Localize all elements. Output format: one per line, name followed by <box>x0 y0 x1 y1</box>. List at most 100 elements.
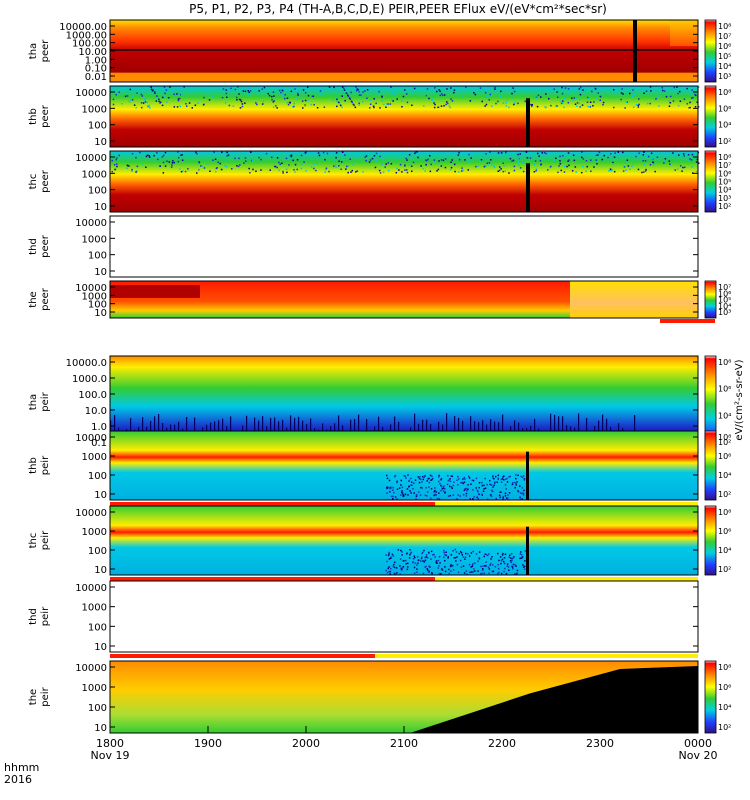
noise-pixel <box>595 159 597 161</box>
noise-pixel <box>442 490 445 492</box>
noise-pixel <box>497 477 500 480</box>
noise-pixel <box>425 159 427 161</box>
noise-pixel <box>381 100 383 102</box>
noise-pixel <box>337 100 339 103</box>
y-tick-label: 100 <box>88 251 107 262</box>
noise-pixel <box>248 154 250 156</box>
noise-pixel <box>515 474 517 476</box>
noise-pixel <box>352 103 355 106</box>
noise-pixel <box>509 560 512 562</box>
noise-pixel <box>271 95 273 98</box>
noise-pixel <box>650 152 653 154</box>
noise-pixel <box>669 95 672 98</box>
noise-pixel <box>594 153 597 155</box>
noise-pixel <box>394 496 397 498</box>
noise-pixel <box>394 474 397 477</box>
noise-pixel <box>462 565 465 567</box>
noise-pixel <box>396 572 398 574</box>
noise-pixel <box>498 169 501 172</box>
noise-pixel <box>497 170 499 172</box>
noise-pixel <box>538 155 540 157</box>
noise-pixel <box>559 163 561 165</box>
noise-pixel <box>420 557 423 560</box>
colorbar-tick-label: 10² <box>718 565 731 574</box>
noise-pixel <box>502 162 504 164</box>
noise-pixel <box>471 479 474 482</box>
noise-pixel <box>461 155 463 158</box>
noise-pixel <box>268 151 271 153</box>
noise-pixel <box>177 160 180 163</box>
noise-pixel <box>198 161 200 163</box>
noise-pixel <box>508 172 510 174</box>
noise-pixel <box>408 557 411 559</box>
noise-pixel <box>450 87 452 89</box>
noise-pixel <box>534 163 536 166</box>
noise-pixel <box>396 481 398 484</box>
noise-pixel <box>247 90 249 92</box>
noise-pixel <box>420 560 422 562</box>
noise-pixel <box>443 94 446 96</box>
colorbar-tick-label: 10⁴ <box>718 302 731 311</box>
colorbar-tick-label: 10⁴ <box>718 411 731 420</box>
noise-pixel <box>575 171 577 173</box>
noise-pixel <box>416 151 418 153</box>
noise-pixel <box>501 554 504 556</box>
noise-pixel <box>454 170 456 173</box>
noise-pixel <box>338 101 340 104</box>
noise-pixel <box>568 164 570 167</box>
noise-pixel <box>136 92 138 94</box>
noise-pixel <box>580 86 582 89</box>
colorbar-tick-label: 10⁵ <box>718 296 731 305</box>
noise-pixel <box>238 93 240 95</box>
noise-pixel <box>412 92 414 94</box>
noise-pixel <box>475 477 478 480</box>
noise-pixel <box>214 158 217 160</box>
noise-pixel <box>457 484 459 486</box>
noise-pixel <box>392 555 395 557</box>
panel-tha-peer: tha peer10000.001000.00100.0010.001.000.1… <box>28 19 731 83</box>
noise-pixel <box>345 168 347 170</box>
noise-pixel <box>305 170 307 172</box>
noise-pixel <box>408 486 410 488</box>
noise-pixel <box>510 553 513 555</box>
noise-pixel <box>506 565 509 567</box>
noise-pixel <box>236 96 238 99</box>
noise-pixel <box>678 154 680 156</box>
noise-pixel <box>400 549 402 552</box>
noise-pixel <box>689 106 691 109</box>
noise-pixel <box>614 152 616 154</box>
noise-pixel <box>431 572 433 574</box>
noise-pixel <box>474 562 476 564</box>
panel-frame <box>109 505 699 576</box>
noise-pixel <box>197 102 199 104</box>
noise-pixel <box>535 168 538 170</box>
mode-bar-yellow <box>435 577 698 581</box>
noise-pixel <box>625 169 627 171</box>
noise-pixel <box>402 95 405 98</box>
noise-pixel <box>663 90 666 92</box>
noise-pixel <box>484 91 487 94</box>
noise-pixel <box>437 162 439 165</box>
noise-pixel <box>400 569 403 571</box>
y-tick-label: 10000 <box>75 283 107 294</box>
noise-pixel <box>512 482 514 484</box>
y-tick-label: 1000 <box>82 452 107 463</box>
noise-pixel <box>279 163 281 165</box>
noise-pixel <box>451 564 454 567</box>
noise-pixel <box>265 152 268 155</box>
noise-pixel <box>540 164 542 166</box>
noise-pixel <box>323 106 326 108</box>
noise-pixel <box>454 557 457 559</box>
noise-pixel <box>424 94 427 96</box>
noise-pixel <box>349 158 351 160</box>
x-day-label: Nov 20 <box>679 749 718 762</box>
noise-pixel <box>373 98 375 100</box>
noise-pixel <box>338 160 340 162</box>
y-tick-label: 1000 <box>82 234 107 245</box>
noise-pixel <box>509 157 512 160</box>
noise-pixel <box>624 107 626 109</box>
noise-pixel <box>665 95 668 98</box>
noise-pixel <box>154 92 156 94</box>
y-tick-label: 100 <box>88 546 107 557</box>
noise-pixel <box>461 86 463 88</box>
